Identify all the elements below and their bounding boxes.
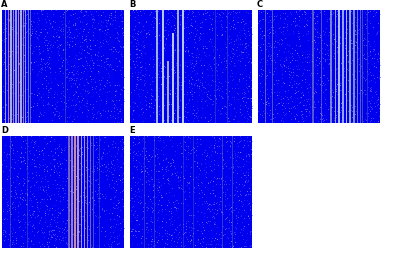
Bar <box>265 10 266 123</box>
Bar <box>71 136 73 248</box>
Bar <box>321 10 322 123</box>
Bar <box>90 136 91 248</box>
Text: B: B <box>129 0 135 9</box>
Bar <box>172 33 174 123</box>
Text: A: A <box>1 0 7 9</box>
Bar <box>177 10 179 123</box>
Bar <box>8 10 10 123</box>
Bar <box>74 136 76 248</box>
Bar <box>87 136 88 248</box>
Bar <box>357 10 358 123</box>
Bar <box>330 10 332 123</box>
Bar <box>84 136 85 248</box>
Bar <box>20 10 22 123</box>
Bar <box>156 10 158 123</box>
Bar <box>18 10 19 123</box>
Bar <box>25 10 26 123</box>
Bar <box>182 10 184 123</box>
Bar <box>346 10 347 123</box>
Bar <box>30 10 31 123</box>
Text: E: E <box>129 125 134 135</box>
Bar <box>222 136 223 248</box>
Bar <box>349 10 351 123</box>
Bar <box>232 136 233 248</box>
Bar <box>68 136 70 248</box>
Bar <box>312 10 314 123</box>
Bar <box>362 10 364 123</box>
Bar <box>15 10 17 123</box>
Bar <box>80 136 82 248</box>
Bar <box>168 61 170 123</box>
Bar <box>338 10 340 123</box>
Bar <box>78 136 79 248</box>
Bar <box>342 10 344 123</box>
Bar <box>5 10 6 123</box>
Bar <box>335 10 336 123</box>
Bar <box>28 10 29 123</box>
Bar <box>13 10 14 123</box>
Bar <box>10 10 12 123</box>
Bar <box>360 10 361 123</box>
Bar <box>272 10 273 123</box>
Bar <box>162 10 164 123</box>
Text: D: D <box>1 125 8 135</box>
Text: C: C <box>257 0 263 9</box>
Bar <box>93 136 94 248</box>
Bar <box>23 10 24 123</box>
Bar <box>353 10 355 123</box>
